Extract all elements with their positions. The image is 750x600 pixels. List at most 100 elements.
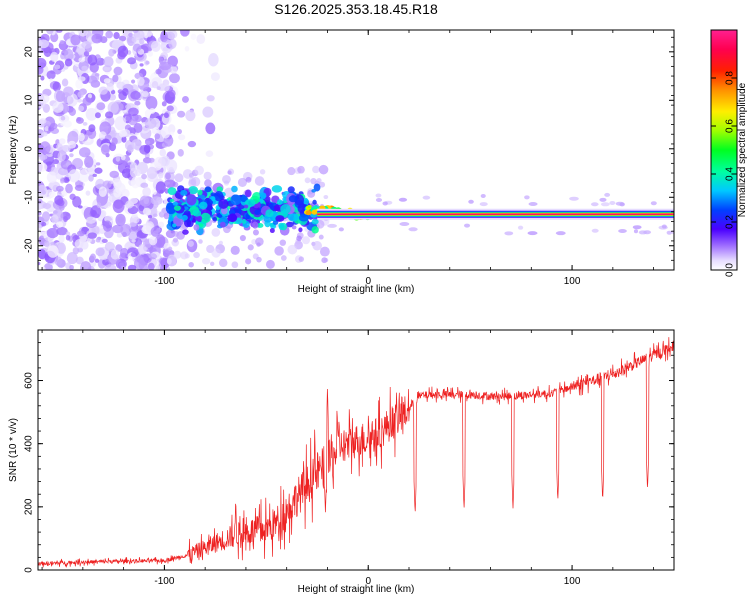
noise-blob bbox=[121, 168, 132, 179]
noise-blob bbox=[117, 89, 124, 94]
noise-blob bbox=[79, 147, 91, 158]
noise-blob bbox=[422, 195, 431, 200]
signal-blob bbox=[198, 201, 208, 210]
noise-blob bbox=[52, 81, 61, 92]
noise-blob bbox=[187, 240, 194, 247]
noise-blob bbox=[61, 78, 69, 87]
noise-blob bbox=[163, 112, 169, 119]
x-tick-label: 0 bbox=[365, 576, 371, 587]
noise-blob bbox=[154, 133, 161, 140]
noise-blob bbox=[82, 97, 92, 106]
noise-blob bbox=[130, 176, 141, 189]
noise-blob bbox=[150, 196, 163, 206]
noise-blob bbox=[172, 181, 179, 188]
noise-blob bbox=[87, 232, 97, 239]
noise-blob bbox=[125, 200, 134, 209]
snr-panel: -100 0 100 0 200 400 600 Height of straight li… bbox=[8, 329, 675, 595]
signal-blob bbox=[240, 195, 248, 203]
signal-blob bbox=[218, 199, 229, 209]
noise-blob bbox=[173, 250, 182, 259]
x-tick-label: -100 bbox=[154, 576, 174, 587]
colorbar-tick-label: 0.6 bbox=[725, 119, 736, 133]
y-tick-label: 200 bbox=[24, 498, 35, 515]
noise-blob bbox=[39, 118, 47, 124]
noise-blob bbox=[159, 265, 167, 270]
noise-blob bbox=[237, 177, 248, 187]
noise-blob bbox=[280, 255, 287, 261]
noise-blob bbox=[177, 149, 184, 157]
noise-blob bbox=[142, 207, 152, 216]
noise-blob bbox=[60, 178, 65, 184]
signal-blob bbox=[287, 186, 295, 194]
y-tick-label: 400 bbox=[24, 435, 35, 452]
noise-blob bbox=[56, 242, 67, 254]
signal-blob bbox=[167, 187, 177, 195]
noise-blob bbox=[126, 33, 137, 46]
noise-blob bbox=[150, 40, 161, 52]
signal-track-band bbox=[317, 213, 674, 215]
noise-blob bbox=[74, 239, 84, 249]
noise-blob bbox=[168, 38, 177, 49]
noise-blob bbox=[231, 261, 239, 269]
noise-blob bbox=[57, 150, 66, 162]
noise-blob bbox=[130, 90, 141, 100]
signal-blob bbox=[259, 192, 267, 199]
noise-blob bbox=[60, 115, 66, 121]
noise-blob bbox=[193, 251, 200, 259]
y-tick-label: 20 bbox=[24, 46, 35, 58]
noise-blob bbox=[145, 96, 158, 110]
noise-blob bbox=[318, 164, 329, 175]
noise-blob bbox=[112, 39, 124, 48]
noise-blob bbox=[159, 31, 169, 43]
noise-blob bbox=[323, 195, 329, 200]
noise-blob bbox=[46, 70, 56, 80]
y-tick-label: 0 bbox=[24, 146, 35, 152]
noise-blob bbox=[46, 30, 54, 35]
noise-blob bbox=[68, 169, 80, 183]
noise-blob bbox=[61, 145, 69, 151]
signal-blob bbox=[269, 228, 275, 234]
noise-blob bbox=[141, 173, 147, 180]
snr-axes: -100 0 100 0 200 400 600 bbox=[24, 329, 674, 587]
noise-blob bbox=[504, 231, 514, 236]
noise-blob bbox=[113, 32, 120, 40]
noise-blob bbox=[48, 191, 56, 198]
noise-blob bbox=[98, 86, 108, 95]
noise-blob bbox=[157, 172, 164, 179]
noise-blob bbox=[338, 227, 344, 232]
noise-blob bbox=[210, 72, 220, 81]
noise-blob bbox=[56, 30, 63, 33]
noise-blob bbox=[46, 227, 59, 239]
noise-blob bbox=[156, 86, 161, 91]
signal-blob bbox=[265, 196, 271, 202]
noise-blob bbox=[103, 78, 111, 84]
noise-blob bbox=[72, 196, 82, 208]
noise-blob bbox=[134, 100, 141, 106]
noise-blob bbox=[55, 90, 66, 103]
noise-blob bbox=[55, 185, 64, 192]
signal-blob bbox=[204, 186, 212, 193]
noise-blob bbox=[66, 252, 78, 265]
noise-blob bbox=[211, 248, 221, 258]
noise-blob bbox=[113, 187, 122, 198]
signal-blob bbox=[219, 221, 226, 228]
signal-blob bbox=[288, 195, 298, 203]
noise-blob bbox=[166, 105, 174, 112]
noise-blob bbox=[129, 167, 138, 178]
noise-blob bbox=[98, 186, 107, 198]
noise-blob bbox=[149, 253, 158, 260]
signal-blob bbox=[287, 213, 299, 222]
colorbar-ticks: 0.0 0.2 0.4 0.6 0.8 bbox=[711, 71, 737, 277]
noise-blob bbox=[69, 153, 74, 158]
noise-blob bbox=[103, 56, 114, 68]
noise-blob bbox=[196, 34, 206, 45]
noise-blob bbox=[67, 93, 78, 107]
noise-blob bbox=[39, 235, 44, 240]
noise-blob bbox=[650, 201, 657, 206]
noise-blob bbox=[274, 246, 284, 256]
noise-blob bbox=[63, 86, 74, 97]
noise-blob bbox=[104, 264, 117, 270]
noise-blob bbox=[479, 202, 488, 207]
noise-blob bbox=[84, 155, 94, 168]
